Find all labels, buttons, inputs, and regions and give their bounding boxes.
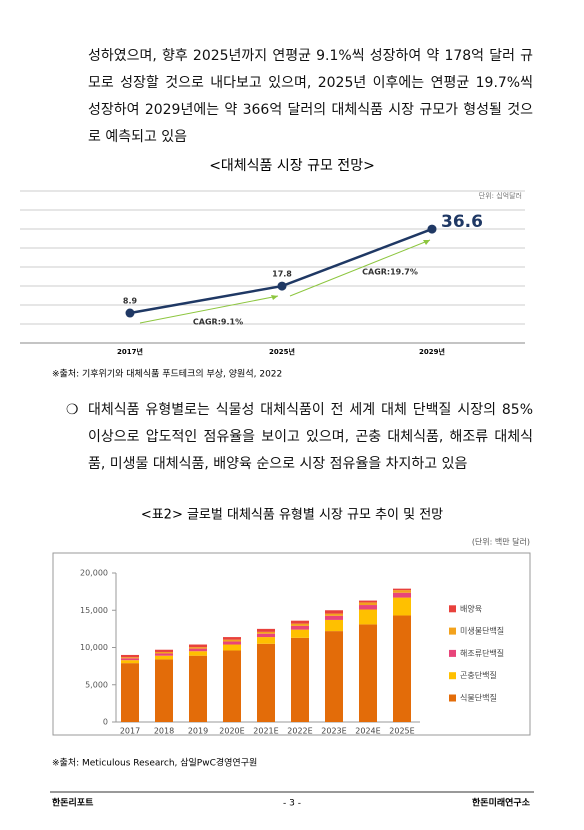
paragraph: 성하였으며, 향후 2025년까지 연평균 9.1%씩 성장하여 약 178억 … [88,48,533,145]
bar-segment [121,654,139,658]
bar-segment [291,629,309,638]
bar-segment [189,644,207,648]
x-tick-label: 2029년 [419,347,445,356]
y-tick-label: 10,000 [80,643,108,652]
bar-segment [121,658,139,661]
chart-frame [52,552,531,736]
bar-segment [121,663,139,722]
bar-segment [223,637,241,640]
y-tick-label: 0 [103,718,108,727]
legend-label: 미생물단백질 [460,626,504,636]
point [427,224,437,234]
legend-swatch [449,694,456,702]
y-tick-label: 5,000 [85,680,108,689]
legend-label: 곤충단백질 [460,670,497,680]
bar-segment [359,600,377,603]
bar-segment [223,639,241,642]
bar-segment [325,631,343,722]
bar-segment [189,647,207,649]
bar-segment [359,624,377,722]
point [277,281,287,291]
bar-segment [155,659,173,722]
value-label: 17.8 [272,270,292,279]
bar-segment [291,620,309,624]
x-tick-label: 2019 [188,727,208,736]
bar-segment [393,588,411,591]
bar-segment [325,615,343,620]
annotation: CAGR:9.1% [193,318,243,327]
y-tick-label: 15,000 [80,606,108,615]
bar-segment [223,650,241,722]
footer-right: 한돈미래연구소 [472,797,531,809]
chart-title: <대체식품 시장 규모 전망> [209,158,375,174]
footer-left: 한돈리포트 [52,797,94,809]
bar-segment [393,615,411,722]
bar-segment [325,619,343,632]
bar-segment [121,657,139,659]
value-label: 36.6 [441,212,483,232]
paragraph: 대체식품 유형별로는 식물성 대체식품이 전 세계 대체 단백질 시장의 85%… [88,402,533,472]
legend-swatch [449,627,456,635]
bullet: ❍ [66,402,79,418]
bar-segment [121,660,139,664]
value-label: 8.9 [123,297,138,306]
bar-segment [257,633,275,638]
x-tick-label: 2021E [253,727,278,736]
x-tick-label: 2020E [219,727,244,736]
bar-segment [155,655,173,660]
x-tick-label: 2023E [321,727,346,736]
table-title: <표2> 글로벌 대체식품 유형별 시장 규모 추이 및 전망 [141,508,443,523]
bar-segment [189,655,207,722]
unit: 단위: 십억달러 [479,191,522,200]
x-tick-label: 2025E [389,727,414,736]
bar-segment [155,653,173,656]
x-tick-label: 2025년 [269,347,295,356]
bar-segment [257,637,275,644]
x-tick-label: 2018 [154,727,174,736]
bar-segment [393,592,411,598]
bar-segment [257,628,275,632]
legend-label: 해조류단백질 [460,648,504,658]
y-tick-label: 20,000 [80,569,108,578]
annotation: CAGR:19.7% [362,268,418,277]
bar-segment [257,643,275,722]
bar-segment [155,649,173,652]
legend-label: 배양육 [460,604,482,613]
bar-segment [359,609,377,625]
source: ※출처: Meticulous Research, 삼일PwC경영연구원 [52,757,257,769]
x-tick-label: 2022E [287,727,312,736]
bar-segment [223,641,241,645]
footer-center: - 3 - [283,799,301,809]
legend-swatch [449,649,456,657]
source: ※출처: 기후위기와 대체식품 푸드테크의 부상, 양원석, 2022 [52,368,282,380]
legend-swatch [449,605,456,613]
bar-segment [291,625,309,630]
bar-segment [393,597,411,616]
bar-segment [223,644,241,651]
unit: (단위: 백만 달러) [472,537,530,547]
bar-segment [291,623,309,626]
x-tick-label: 2017년 [117,347,143,356]
bar-segment [155,651,173,654]
bar-segment [325,613,343,616]
legend-swatch [449,672,456,680]
bar-segment [393,590,411,593]
x-tick-label: 2024E [355,727,380,736]
point [125,308,135,318]
bar-segment [189,648,207,652]
bar-segment [257,631,275,634]
bar-segment [189,651,207,656]
x-tick-label: 2017 [120,727,140,736]
legend-label: 식물단백질 [460,693,497,703]
trend-arrow [139,239,431,324]
bar-segment [359,605,377,610]
bar-segment [359,602,377,606]
bar-segment [325,610,343,614]
bar-segment [291,637,309,722]
